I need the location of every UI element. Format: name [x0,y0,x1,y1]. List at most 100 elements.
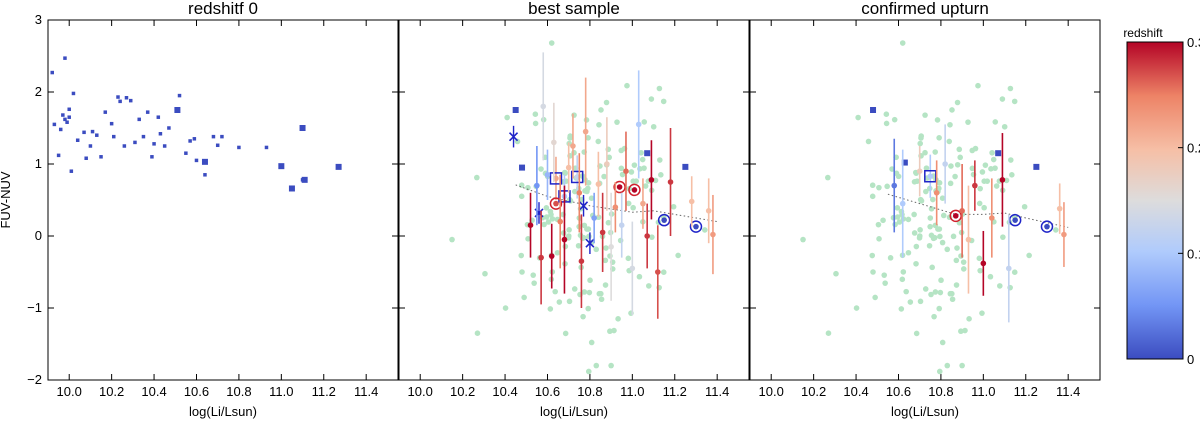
data-point [63,56,67,60]
background-point [989,149,995,156]
background-point [474,330,481,337]
background-point [611,327,617,334]
background-point [670,203,677,210]
background-point [935,226,941,232]
data-point [188,139,192,143]
plot-frame [749,19,1101,381]
data-point [654,269,661,275]
background-point [631,162,638,168]
background-point [606,154,613,161]
x-tick-label: 11.2 [312,384,336,399]
background-point [548,211,554,218]
background-point [976,255,983,262]
data-point [959,208,965,214]
background-point [999,96,1006,102]
background-point [482,270,488,277]
data-point [667,179,674,185]
y-tick-label: 1 [35,156,42,171]
data-point [640,200,646,207]
data-point [150,155,154,159]
background-point [566,227,572,233]
x-tick-label: 10.0 [57,384,82,399]
background-point [656,85,663,92]
x-tick-label: 11.4 [1056,384,1080,399]
background-point [518,252,525,259]
data-point [288,185,295,192]
background-point [881,272,888,278]
background-point [598,296,605,303]
background-point [571,112,577,118]
data-point [156,115,161,119]
x-tick-label: 10.4 [141,384,166,399]
data-point [933,190,940,196]
background-point [608,362,614,369]
background-point [1007,157,1014,163]
background-point [895,173,902,180]
background-point [949,296,956,303]
background-point [645,283,652,289]
x-tick-label: 11.4 [354,384,378,399]
circle-marker [1040,220,1054,233]
data-point [989,215,995,221]
background-point [595,138,602,145]
x-tick-label: 10.4 [492,384,517,399]
circle-marker [628,183,641,197]
panel-3-title: confirmed upturn [861,0,989,18]
background-point [1001,123,1008,130]
data-point [710,231,716,238]
colorbar-gradient [1126,41,1184,360]
background-point [957,154,964,161]
colorbar-tick-label: 0.2 [1187,141,1200,156]
data-point [90,129,95,134]
background-point [953,257,960,264]
background-point [949,107,955,113]
background-point [547,306,554,312]
background-point [575,242,582,249]
background-point [571,286,578,292]
background-point [990,156,997,163]
trend-line [515,184,718,223]
background-point [538,166,544,172]
background-point [939,339,946,346]
background-point [982,162,989,168]
background-point [650,123,657,130]
data-point [99,155,103,159]
background-point [898,306,905,312]
background-point [988,166,994,172]
background-point [1007,85,1014,92]
data-point [916,168,923,174]
background-point [905,216,912,223]
colorbar-tick-label: 0.1 [1187,246,1200,261]
background-point [899,40,906,46]
background-point [960,266,967,272]
background-point [932,289,939,295]
background-point [618,165,625,172]
background-point [947,121,953,128]
data-point [194,158,199,163]
background-point [883,111,890,118]
y-tick-label: 2 [35,84,42,99]
panel-1-xlabel: log(Li/Lsun) [189,404,257,419]
background-point [880,217,886,224]
data-point [582,128,589,135]
background-point [660,98,667,105]
background-point [958,328,964,335]
x-tick-label: 10.8 [928,384,953,399]
background-point [825,174,831,181]
colorbar-tick-label: 0.3 [1187,35,1200,50]
background-point [993,183,1000,189]
background-point [567,133,574,139]
data-point [63,117,67,122]
background-point [883,120,890,127]
background-point [593,362,600,369]
panel-1-title: redshitf 0 [188,0,258,18]
background-point [560,230,567,236]
background-point [981,204,987,211]
data-point [942,161,948,167]
panel-best-sample: 10.0 10.2 10.4 10.6 10.8 11.0 11.2 11.4 [398,19,750,399]
background-point [548,40,555,46]
background-point [876,236,882,242]
background-point [899,276,906,283]
data-point [158,132,163,136]
